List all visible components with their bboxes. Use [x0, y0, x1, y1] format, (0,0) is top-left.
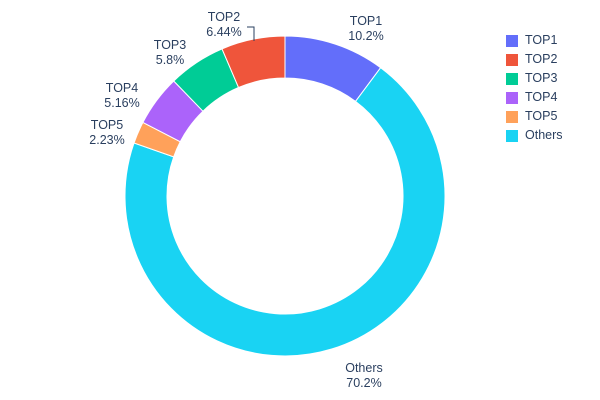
legend-label-top5: TOP5 — [525, 109, 558, 123]
donut-slice-others[interactable] — [124, 67, 446, 357]
legend-swatch-top2 — [506, 53, 518, 66]
legend-label-top3: TOP3 — [525, 71, 558, 85]
legend-swatch-others — [506, 129, 518, 142]
legend-item-top5[interactable]: TOP5 — [506, 110, 563, 123]
legend-item-others[interactable]: Others — [506, 129, 563, 142]
legend-item-top1[interactable]: TOP1 — [506, 34, 563, 47]
legend-label-top1: TOP1 — [525, 33, 558, 47]
legend-label-top2: TOP2 — [525, 52, 558, 66]
donut-slice-top2[interactable] — [221, 35, 286, 89]
legend-item-top3[interactable]: TOP3 — [506, 72, 563, 85]
donut-slices — [124, 35, 446, 357]
legend-item-top2[interactable]: TOP2 — [506, 53, 563, 66]
legend: TOP1 TOP2 TOP3 TOP4 TOP5 Others — [506, 34, 563, 142]
legend-swatch-top1 — [506, 34, 518, 47]
top2-label-leader-line — [247, 26, 255, 41]
legend-label-top4: TOP4 — [525, 90, 558, 104]
legend-item-top4[interactable]: TOP4 — [506, 91, 563, 104]
legend-swatch-top5 — [506, 110, 518, 123]
legend-swatch-top4 — [506, 91, 518, 104]
legend-swatch-top3 — [506, 72, 518, 85]
legend-label-others: Others — [525, 128, 563, 142]
